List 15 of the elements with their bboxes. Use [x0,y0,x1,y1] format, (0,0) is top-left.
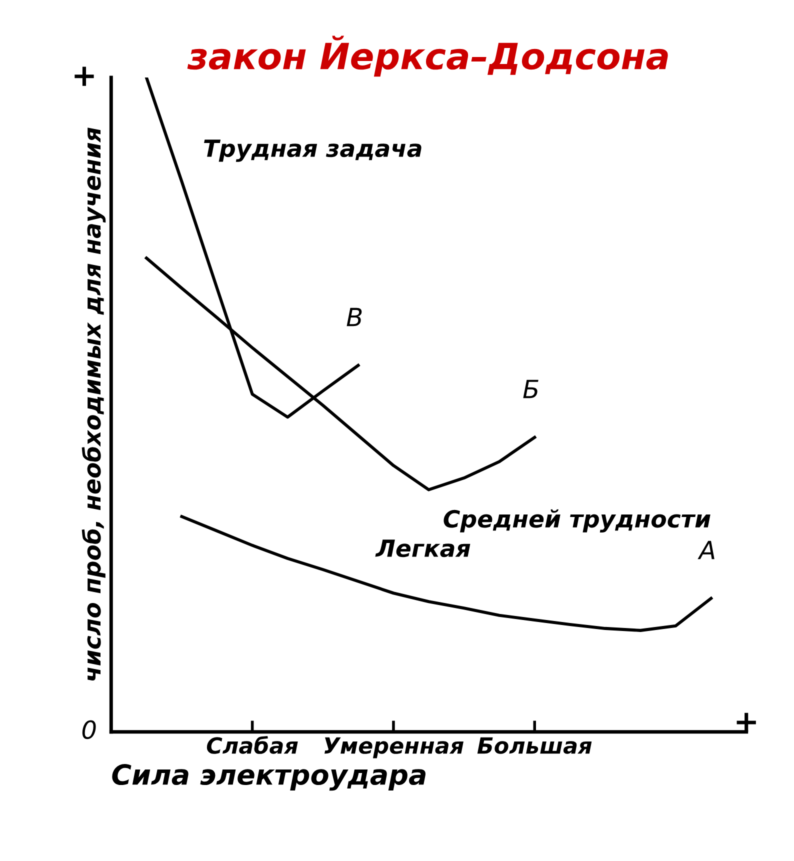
series-label: Трудная задача [204,140,422,162]
series-label: Средней трудности [444,509,710,533]
annotation: А [698,540,714,560]
annotation: Б [523,380,538,398]
series-label: Легкая [375,540,470,558]
y-axis-title: число проб, необходимых для научения [82,128,106,680]
x-axis-title: Сила электроудара [112,764,426,791]
annotation: В [346,308,362,326]
x-tick-label: Слабая [206,736,298,754]
x-tick-label: Большая [477,737,592,754]
annotation: + [736,712,756,732]
text: 0 [82,720,96,740]
text: + [74,66,94,86]
x-tick-label: Умеренная [324,737,464,758]
chart-title: закон Йеркса–Додсона [187,36,668,77]
